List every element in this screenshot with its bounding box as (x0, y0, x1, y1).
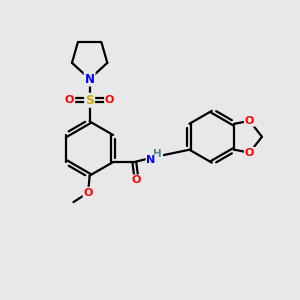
Text: H: H (154, 149, 162, 159)
Text: O: O (105, 95, 114, 105)
Text: O: O (245, 148, 254, 158)
Text: N: N (85, 73, 94, 85)
Text: S: S (85, 94, 94, 107)
Text: O: O (132, 175, 141, 185)
Text: O: O (245, 116, 254, 126)
Text: O: O (65, 95, 74, 105)
Text: N: N (146, 155, 156, 165)
Text: O: O (83, 188, 93, 198)
